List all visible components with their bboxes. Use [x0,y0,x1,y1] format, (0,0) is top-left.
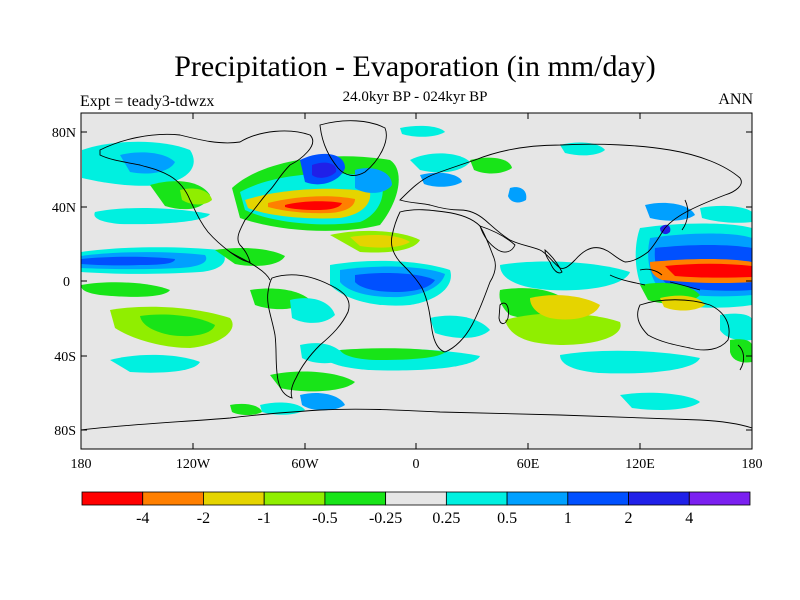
colorbar-label-0: -4 [136,510,149,527]
colorbar-label-7: 1 [564,510,572,527]
coast-north-america [99,130,313,263]
chart-title: Precipitation - Evaporation (in mm/day) [174,50,656,83]
y-tick-label-0: 0 [63,275,70,290]
y-axis [81,131,752,431]
coastlines [81,120,752,431]
x-tick-label-120e: 120E [625,457,655,472]
y-tick-label-40n: 40N [52,201,76,216]
anomaly-west-pacific [635,202,752,363]
y-tick-label-80n: 80N [52,126,76,141]
colorbar-swatch-5 [385,491,447,506]
colorbar-swatch-7 [506,491,569,506]
colorbar-swatch-1 [142,491,204,506]
coast-india [544,249,563,274]
x-tick-label-180e: 180 [742,457,763,472]
colorbar-swatch-4 [324,491,387,506]
coast-new-zealand [737,344,745,371]
anomaly-north-pacific [82,141,212,225]
coast-arabia [479,225,516,253]
coast-central-america [229,251,271,281]
colorbar-label-9: 4 [685,510,693,527]
x-axis [80,113,753,449]
chart-subtitle: 24.0kyr BP - 024kyr BP [342,89,488,105]
coast-madagascar [498,302,509,325]
colorbar-swatch-2 [203,491,265,506]
colorbar-label-8: 2 [625,510,633,527]
x-tick-label-120w: 120W [176,457,211,472]
colorbar-swatch-3 [263,491,326,506]
experiment-label: Expt = teady3-tdwzx [80,93,215,110]
y-tick-label-40s: 40S [54,350,76,365]
colorbar-label-2: -1 [258,510,271,527]
coast-japan [681,199,689,231]
colorbar-swatch-9 [628,491,690,506]
anomaly-indian-ocean [499,261,700,410]
colorbar-swatch-10 [688,491,751,506]
colorbar-label-5: 0.25 [432,510,460,527]
coast-south-america [267,274,350,399]
x-tick-label-180w: 180 [71,457,92,472]
colorbar-label-4: -0.25 [369,510,402,527]
anomaly-field [81,125,752,415]
anomaly-tropical-pacific [81,247,285,373]
coast-antarctica [81,408,752,431]
x-tick-label-60e: 60E [517,457,540,472]
colorbar-label-1: -2 [197,510,210,527]
colorbar-swatch-6 [445,491,508,506]
coast-eurasia [399,143,742,269]
anomaly-eurasia [400,125,671,235]
season-label: ANN [718,91,753,108]
anomaly-tropical-atlantic [230,230,490,415]
colorbar-swatch-0 [81,491,144,506]
coast-indonesia [609,268,701,291]
colorbar: -4 -2 -1 -0.5 -0.25 0.25 0.5 1 2 4 [81,491,751,527]
y-tick-label-80s: 80S [54,424,76,439]
colorbar-label-6: 0.5 [497,510,517,527]
colorbar-swatch-8 [567,491,629,506]
coast-greenland [319,120,387,176]
coast-africa [391,209,496,353]
x-tick-label-60w: 60W [291,457,319,472]
coast-australia [637,299,730,351]
colorbar-label-3: -0.5 [312,510,337,527]
x-tick-label-0: 0 [413,457,420,472]
